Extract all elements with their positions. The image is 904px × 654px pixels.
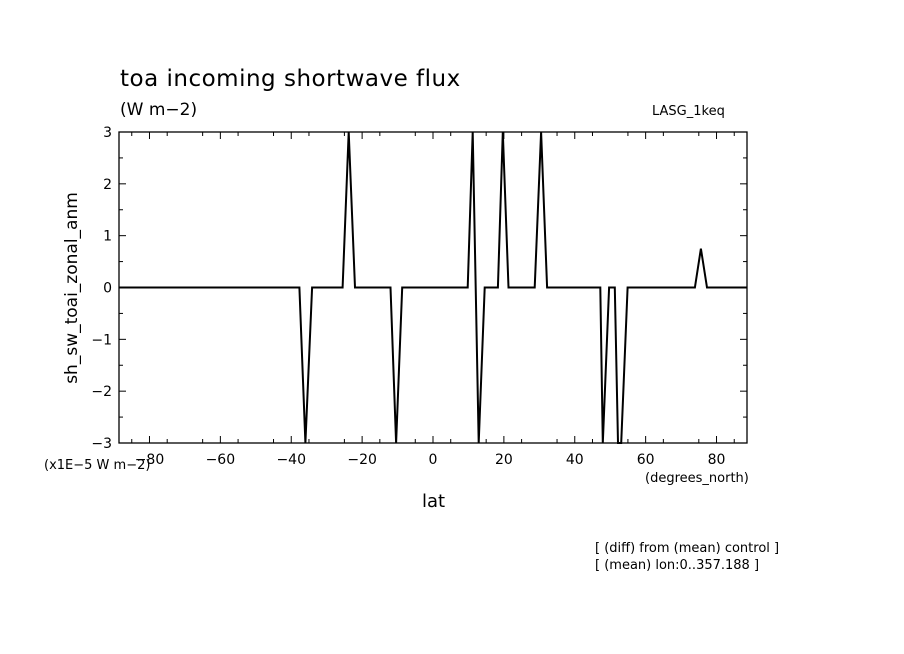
- x-tick-label: −40: [276, 452, 306, 468]
- x-tick-label: 20: [495, 452, 513, 468]
- footnote-mean: [ (mean) lon:0..357.188 ]: [595, 558, 760, 573]
- y-tick-label: 1: [103, 229, 112, 245]
- x-tick-label: −80: [135, 452, 165, 468]
- x-tick-label: 0: [429, 452, 438, 468]
- series-line: [119, 131, 747, 444]
- x-tick-label: −60: [206, 452, 236, 468]
- y-tick-label: −1: [91, 332, 112, 348]
- run-label: LASG_1keq: [652, 104, 725, 119]
- x-axis-units: (degrees_north): [645, 471, 749, 486]
- x-tick-label: 80: [708, 452, 726, 468]
- footnote-diff: [ (diff) from (mean) control ]: [595, 541, 780, 556]
- x-tick-label: −20: [347, 452, 377, 468]
- units-label: (W m−2): [120, 100, 198, 120]
- chart-title: toa incoming shortwave flux: [120, 66, 461, 92]
- y-tick-label: 0: [103, 281, 112, 297]
- y-scale-label: (x1E−5 W m−2): [44, 458, 151, 473]
- x-axis-label: lat: [422, 491, 446, 512]
- y-tick-label: −3: [91, 436, 112, 452]
- y-tick-label: −2: [91, 384, 112, 400]
- x-tick-label: 40: [566, 452, 584, 468]
- y-tick-label: 3: [103, 125, 112, 141]
- x-tick-label: 60: [637, 452, 655, 468]
- y-tick-label: 2: [103, 177, 112, 193]
